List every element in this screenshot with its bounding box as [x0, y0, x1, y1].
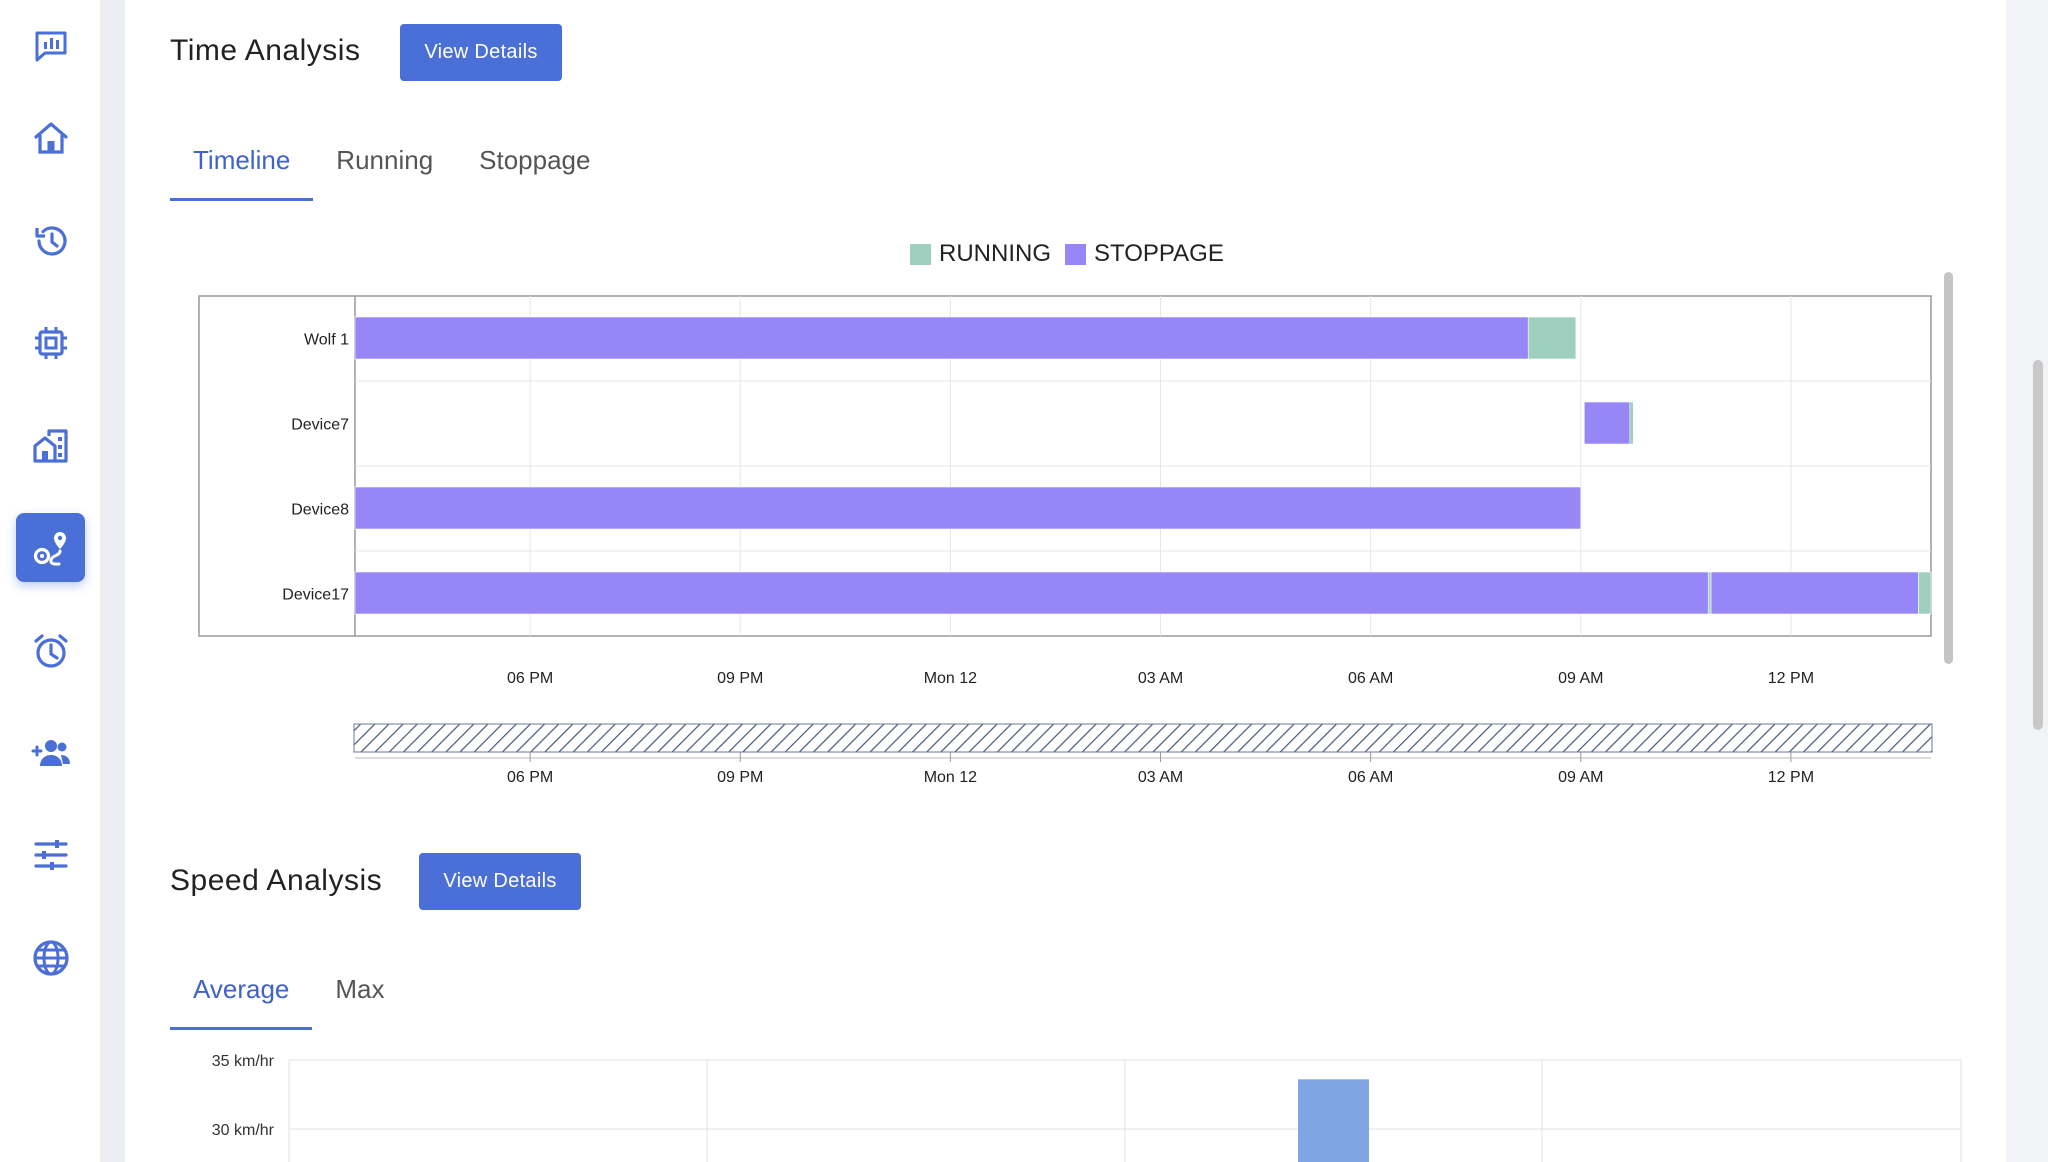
time-analysis-view-details-button[interactable]: View Details [400, 24, 562, 81]
speed-analysis-title: Speed Analysis [170, 864, 383, 897]
time-analysis-title: Time Analysis [170, 34, 361, 67]
timeline-chart: Wolf 1 Device7 Device8 Device17 06 PM 09 PM Mo… [198, 295, 1933, 786]
timeline-x-tick-label: 06 AM [1348, 670, 1393, 687]
speed-chart: 35 km/hr 30 km/hr [212, 1053, 1962, 1162]
sidebar-item-devices[interactable] [16, 308, 85, 377]
speed-bar [1298, 1079, 1369, 1162]
speed-y-tick-label: 30 km/hr [212, 1122, 275, 1139]
navigator-tick-label: Mon 12 [924, 769, 977, 786]
timeline-segment-stoppage [354, 571, 1709, 615]
legend-item-stoppage[interactable]: STOPPAGE [1065, 240, 1224, 268]
sidebar-item-sites[interactable] [16, 411, 85, 480]
page-scrollbar[interactable] [2033, 360, 2043, 730]
speed-analysis-view-details-button[interactable]: View Details [419, 853, 581, 910]
main-panel: Time Analysis View Details Timeline Runn… [125, 0, 2006, 1162]
timeline-x-tick-label: 09 PM [717, 670, 763, 687]
time-analysis-tabs: Timeline Running Stoppage [170, 145, 613, 201]
sidebar-item-users[interactable] [16, 718, 85, 787]
speed-y-tick-label: 35 km/hr [212, 1053, 275, 1070]
sidebar-item-language[interactable] [16, 923, 85, 992]
navigator-tick-label: 03 AM [1138, 769, 1183, 786]
legend-swatch-stoppage [1065, 243, 1086, 265]
navigator-tick-label: 06 AM [1348, 769, 1393, 786]
tab-max[interactable]: Max [335, 974, 385, 1004]
legend-label-stoppage: STOPPAGE [1094, 240, 1224, 267]
buildings-icon [32, 428, 68, 463]
timeline-row-label: Device8 [291, 502, 349, 519]
speed-analysis-tabs: Average Max [170, 974, 408, 1030]
timeline-row-label: Device17 [282, 587, 349, 604]
navigator-tick-label: 06 PM [507, 769, 553, 786]
timeline-x-tick-label: Mon 12 [924, 670, 977, 687]
navigator-tick-label: 09 PM [717, 769, 763, 786]
timeline-x-tick-label: 06 PM [507, 670, 553, 687]
sidebar-item-settings[interactable] [16, 820, 85, 889]
tab-stoppage[interactable]: Stoppage [479, 145, 591, 175]
timeline-segment-stoppage [1583, 401, 1631, 445]
tab-average[interactable]: Average [170, 974, 313, 1030]
sidebar-item-reports[interactable] [16, 12, 85, 81]
legend-swatch-running [910, 243, 931, 265]
sliders-icon [33, 839, 68, 870]
globe-icon [32, 939, 69, 976]
timeline-segment-stoppage [1710, 571, 1919, 615]
timeline-segment-running [1918, 571, 1932, 615]
chip-icon [34, 326, 67, 359]
navigator-tick-label: 09 AM [1558, 769, 1603, 786]
timeline-segment-running [1629, 401, 1634, 445]
sidebar-gutter [100, 0, 125, 1162]
sidebar-item-alerts[interactable] [16, 616, 85, 685]
history-icon [34, 225, 67, 256]
tab-running[interactable]: Running [336, 145, 434, 175]
timeline-x-tick-label: 03 AM [1138, 670, 1183, 687]
timeline-segment-stoppage [354, 486, 1582, 530]
timeline-segment-running [1527, 316, 1577, 360]
sidebar-item-trips[interactable] [16, 513, 85, 582]
timeline-x-tick-label: 12 PM [1768, 670, 1814, 687]
legend-item-running[interactable]: RUNNING [910, 240, 1051, 268]
add-users-icon [31, 739, 70, 766]
sidebar-item-home[interactable] [16, 103, 85, 172]
chart-scrollbar[interactable] [1944, 272, 1953, 664]
alarm-icon [33, 633, 68, 668]
home-icon [33, 121, 68, 154]
sidebar [0, 0, 100, 1162]
timeline-row-label: Device7 [291, 417, 349, 434]
timeline-segment-stoppage [354, 316, 1529, 360]
timeline-x-tick-label: 09 AM [1558, 670, 1603, 687]
sidebar-item-history[interactable] [16, 206, 85, 275]
tab-timeline[interactable]: Timeline [170, 145, 314, 201]
route-icon [33, 531, 66, 566]
navigator-tick-label: 12 PM [1768, 769, 1814, 786]
timeline-legend: RUNNING STOPPAGE [910, 240, 1238, 268]
legend-label-running: RUNNING [939, 240, 1051, 267]
timeline-row-label: Wolf 1 [304, 332, 349, 349]
timeline-navigator [353, 723, 1933, 753]
chat-analytics-icon [35, 31, 66, 61]
timeline-segment-running [1707, 571, 1712, 615]
